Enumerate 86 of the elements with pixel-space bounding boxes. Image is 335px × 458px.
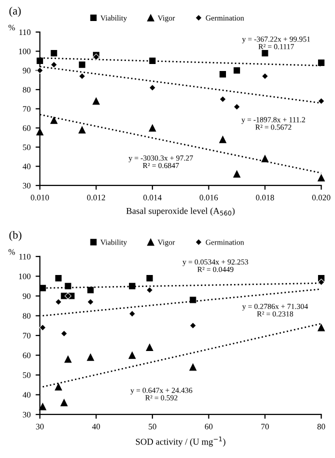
point xyxy=(87,286,94,294)
point xyxy=(78,61,86,68)
y-tick-label: 40 xyxy=(22,392,31,398)
y-axis-title: % xyxy=(8,249,15,255)
point xyxy=(60,330,68,337)
point xyxy=(50,61,58,68)
point xyxy=(55,298,62,306)
point xyxy=(36,66,44,74)
x-axis-title: Basal superoxide level (A$_{560}$) xyxy=(126,208,235,216)
point xyxy=(233,170,240,178)
point xyxy=(60,399,68,406)
chart-title: (b) xyxy=(9,230,22,242)
x-tick-label: 0.014 xyxy=(143,194,162,200)
point xyxy=(234,67,240,74)
y-axis-title: % xyxy=(8,24,15,30)
y-tick-label: 30 xyxy=(22,182,31,188)
point xyxy=(149,58,156,64)
chart-title: (a) xyxy=(9,6,21,17)
x-tick-label: 0.016 xyxy=(200,194,218,200)
point xyxy=(146,344,154,351)
point xyxy=(128,352,136,359)
point xyxy=(318,278,325,286)
y-tick-label: 60 xyxy=(22,125,31,131)
point xyxy=(262,72,268,80)
y-tick-label: 110 xyxy=(19,254,31,260)
y-tick-label: 80 xyxy=(22,86,31,93)
y-tick-label: 70 xyxy=(23,106,31,112)
x-tick-label: 30 xyxy=(36,424,44,430)
point xyxy=(189,363,197,371)
point xyxy=(50,116,58,124)
point xyxy=(318,174,325,182)
point xyxy=(39,402,46,410)
y-tick-label: 100 xyxy=(19,274,31,280)
y-tick-label: 100 xyxy=(19,48,31,54)
point xyxy=(50,50,58,56)
point xyxy=(39,284,46,292)
point xyxy=(318,98,325,105)
point xyxy=(36,58,44,64)
point xyxy=(219,96,226,103)
point xyxy=(262,50,268,56)
x-tick-label: 80 xyxy=(317,424,326,430)
point xyxy=(128,282,136,290)
y-tick-label: 30 xyxy=(22,412,31,418)
x-tick-label: 50 xyxy=(148,424,156,430)
point xyxy=(190,322,196,330)
y-tick-label: 90 xyxy=(22,293,31,299)
point xyxy=(148,124,156,132)
point xyxy=(64,356,72,363)
y-tick-label: 110 xyxy=(19,29,31,36)
point xyxy=(220,71,226,78)
y-tick-label: 50 xyxy=(22,372,31,378)
point xyxy=(149,84,156,92)
point xyxy=(36,128,44,136)
point xyxy=(146,286,154,294)
point xyxy=(219,136,226,144)
point xyxy=(128,310,136,318)
point xyxy=(78,72,86,80)
point xyxy=(64,292,72,300)
x-tick-label: 60 xyxy=(204,424,213,430)
point xyxy=(87,298,94,306)
y-tick-label: 60 xyxy=(22,352,31,358)
point xyxy=(64,282,72,290)
point xyxy=(146,275,153,282)
point xyxy=(261,155,269,162)
x-tick-label: 70 xyxy=(261,424,269,430)
point xyxy=(233,103,240,110)
point xyxy=(78,126,86,134)
point xyxy=(39,324,46,332)
x-tick-label: 0.012 xyxy=(87,194,106,200)
y-tick-label: 90 xyxy=(22,68,31,74)
y-tick-label: 70 xyxy=(23,332,31,338)
x-tick-label: 0.020 xyxy=(312,194,330,200)
x-tick-label: 0.018 xyxy=(256,194,274,200)
x-tick-label: 0.010 xyxy=(30,194,49,200)
y-tick-label: 50 xyxy=(22,144,31,150)
point xyxy=(86,354,94,361)
x-axis-title: SOD activity / (U mg$^{−1}$) xyxy=(136,436,226,447)
point xyxy=(318,324,325,332)
y-tick-label: 80 xyxy=(22,313,31,319)
y-tick-label: 40 xyxy=(22,164,31,170)
point xyxy=(55,275,62,282)
x-tick-label: 40 xyxy=(92,424,100,430)
point xyxy=(190,296,196,304)
point xyxy=(54,383,62,390)
point xyxy=(318,60,324,66)
point xyxy=(92,97,100,105)
